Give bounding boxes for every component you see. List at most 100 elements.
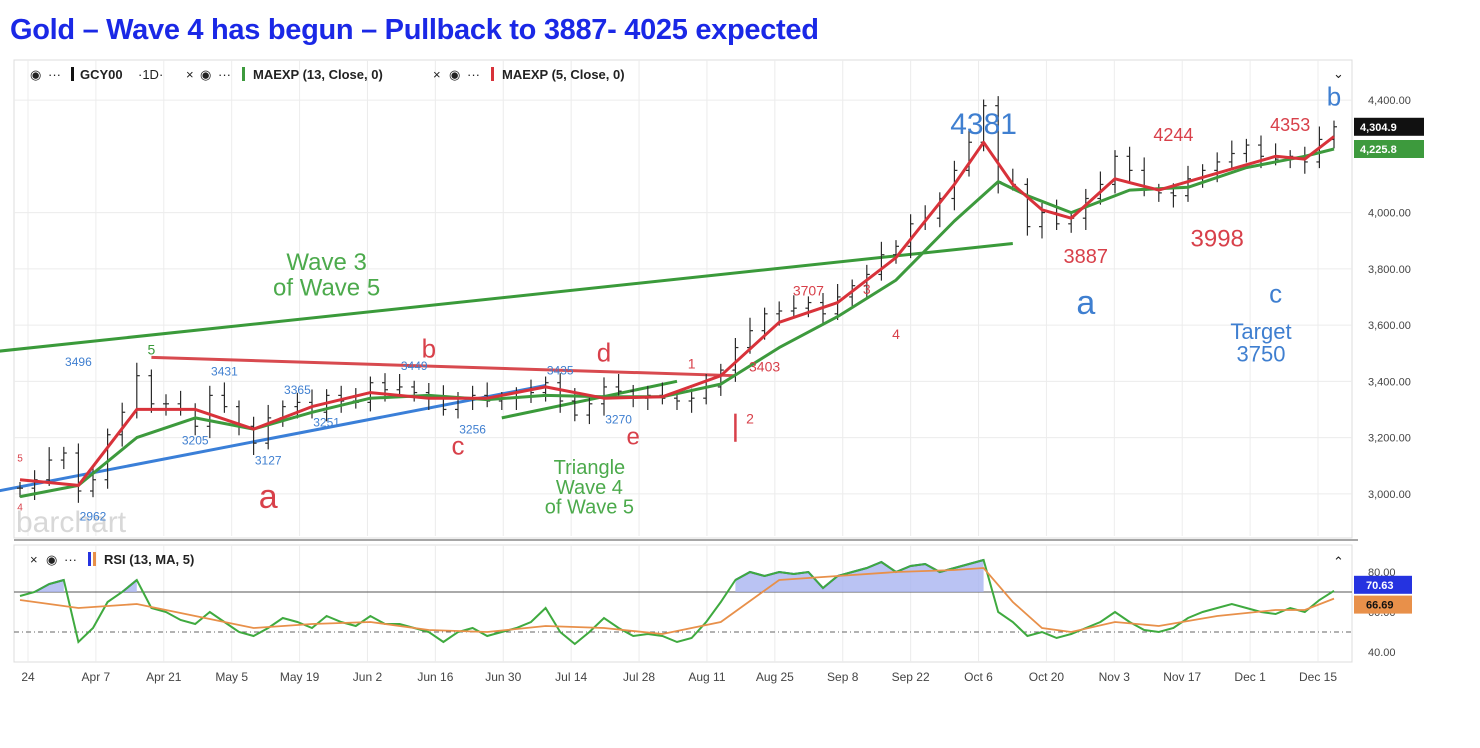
symbol-label[interactable]: GCY00 — [80, 67, 123, 82]
wave-annotation: 3365 — [284, 383, 311, 397]
rsi-overbought-fill — [735, 560, 984, 592]
more-icon[interactable]: ··· — [218, 67, 231, 82]
y-tick-label: 4,400.00 — [1368, 95, 1411, 107]
price-tag-label: 4,304.9 — [1360, 122, 1397, 134]
x-tick-label: Nov 17 — [1163, 670, 1201, 684]
study2-color-swatch — [491, 67, 494, 81]
wave-annotation: a — [1076, 284, 1095, 322]
x-tick-label: Jun 2 — [353, 670, 383, 684]
trendline-layer — [0, 242, 1013, 493]
annotation-layer: 34965343133653449b320532513127a3256c3435… — [17, 82, 1341, 524]
wave-annotation: Wave 3 — [286, 249, 366, 276]
wave-annotation: 3750 — [1237, 342, 1286, 367]
wave-annotation: b — [1327, 82, 1341, 112]
x-tick-label: Oct 6 — [964, 670, 993, 684]
x-tick-label: May 5 — [215, 670, 248, 684]
wave-annotation: 2 — [746, 411, 754, 427]
y-tick-label: 3,800.00 — [1368, 264, 1411, 276]
wave-annotation: 3887 — [1064, 246, 1109, 268]
x-tick-label: Aug 25 — [756, 670, 794, 684]
wave-annotation: 3707 — [793, 283, 824, 299]
wave-annotation: 5 — [17, 453, 23, 464]
more-icon[interactable]: ··· — [467, 67, 480, 82]
wave-annotation: of Wave 5 — [273, 275, 380, 302]
wave-annotation: 3998 — [1191, 225, 1244, 252]
rsi-plot-frame — [13, 544, 1353, 663]
wave-annotation: 3 — [863, 281, 871, 297]
x-tick-label: Oct 20 — [1029, 670, 1065, 684]
rsi-ma-line — [19, 567, 1335, 635]
wave-annotation: 3449 — [401, 359, 428, 373]
axis-layer: 3,000.00 3,200.00 3,400.00 3,600.00 3,800.00… — [21, 95, 1424, 684]
x-tick-label: Jul 14 — [555, 670, 587, 684]
chevron-up-icon[interactable]: ⌃ — [1333, 554, 1344, 569]
ema13-line — [19, 147, 1335, 499]
trendline-red-upper — [151, 355, 736, 378]
page-title: Gold – Wave 4 has begun – Pullback to 38… — [10, 14, 819, 46]
rsi-value-tag-label: 70.63 — [1366, 580, 1394, 592]
study1-color-swatch — [242, 67, 245, 81]
y-tick-label: 3,200.00 — [1368, 433, 1411, 445]
rsi-label[interactable]: RSI (13, MA, 5) — [104, 552, 194, 567]
wave-annotation: 3256 — [459, 422, 486, 436]
ema5-line — [19, 135, 1335, 487]
wave-annotation: Target — [1230, 319, 1291, 344]
close-icon[interactable]: × — [433, 67, 441, 82]
rsi-color-swatch — [88, 552, 91, 566]
wave-annotation: of Wave 5 — [545, 497, 634, 519]
candle-layer — [17, 96, 1337, 503]
wave-annotation: c — [452, 430, 465, 460]
wave-annotation: 3435 — [547, 363, 574, 377]
wave-annotation: 4244 — [1153, 125, 1193, 145]
x-tick-label: Nov 3 — [1099, 670, 1131, 684]
study1-label[interactable]: MAEXP (13, Close, 0) — [253, 67, 383, 82]
interval-label[interactable]: ·1D· — [138, 67, 163, 82]
chart-grid — [13, 59, 1358, 663]
eye-icon[interactable]: ◉ — [46, 552, 57, 567]
close-icon[interactable]: × — [30, 552, 38, 567]
chevron-down-icon[interactable]: ⌄ — [1333, 66, 1344, 81]
rsi-value-tag — [1354, 595, 1412, 614]
more-icon[interactable]: ··· — [64, 552, 77, 567]
trendline-blue-lower — [0, 384, 546, 493]
price-tag — [1354, 140, 1424, 158]
x-tick-label: Apr 7 — [82, 670, 111, 684]
wave-annotation: 4 — [892, 326, 900, 342]
price-tag — [1354, 117, 1424, 136]
study2-label[interactable]: MAEXP (5, Close, 0) — [502, 67, 625, 82]
wave-annotation: 2962 — [80, 510, 107, 524]
x-tick-label: Dec 1 — [1234, 670, 1266, 684]
y-tick-label: 3,000.00 — [1368, 489, 1411, 501]
wave-annotation: 4 — [17, 503, 23, 514]
x-tick-label: Jun 30 — [485, 670, 521, 684]
x-tick-label: Dec 15 — [1299, 670, 1337, 684]
rsi-ma-color-swatch — [93, 552, 96, 566]
eye-icon[interactable]: ◉ — [30, 67, 41, 82]
wave-annotation: 3127 — [255, 453, 282, 467]
series-color-swatch — [71, 67, 74, 81]
wave-annotation: e — [627, 424, 640, 451]
wave-annotation: b — [422, 333, 436, 363]
close-icon[interactable]: × — [186, 67, 194, 82]
trendline-green-upper — [0, 242, 1013, 353]
wave-annotation: 3431 — [211, 365, 238, 379]
wave-annotation: Triangle — [554, 457, 626, 479]
eye-icon[interactable]: ◉ — [200, 67, 211, 82]
watermark-layer: barchart — [16, 506, 127, 539]
wave-annotation: 3270 — [605, 413, 632, 427]
x-tick-label: May 19 — [280, 670, 320, 684]
wave-annotation: 4353 — [1270, 115, 1310, 135]
x-tick-label: Jun 16 — [417, 670, 453, 684]
x-tick-label: Sep 22 — [892, 670, 930, 684]
wave-annotation: c — [1269, 279, 1282, 309]
more-icon[interactable]: ··· — [48, 67, 61, 82]
chart-toolbar: ◉ ··· GCY00 ·1D· × ◉ ··· MAEXP (13, Clos… — [30, 66, 1344, 82]
rsi-line — [19, 558, 1335, 646]
eye-icon[interactable]: ◉ — [449, 67, 460, 82]
x-tick-label: Jul 28 — [623, 670, 655, 684]
moving-average-layer — [19, 135, 1335, 499]
wave-annotation: 3251 — [313, 415, 340, 429]
y-tick-label: 3,400.00 — [1368, 376, 1411, 388]
